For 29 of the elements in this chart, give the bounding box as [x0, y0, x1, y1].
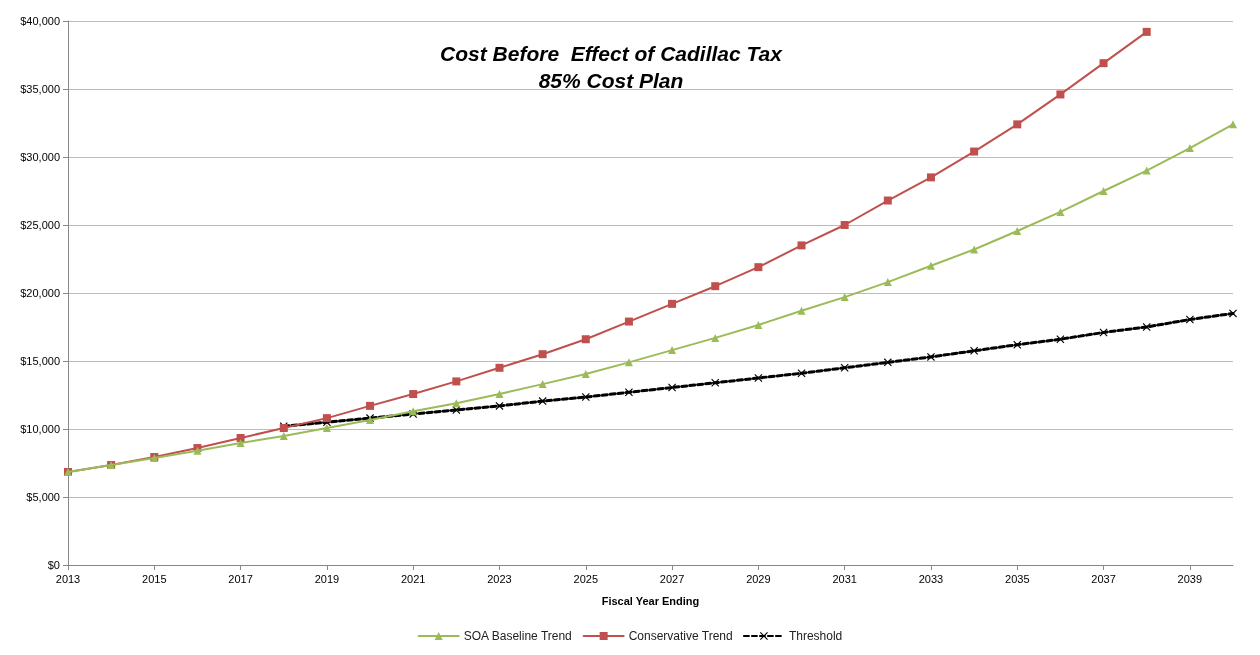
y-tick-label: $25,000: [20, 219, 60, 231]
y-tick-label: $40,000: [20, 15, 60, 27]
x-tick-label: 2029: [746, 572, 771, 585]
text: 85% Cost Plan: [538, 69, 684, 92]
x-tick-label: 2033: [918, 572, 944, 585]
x-tick-label: 2017: [228, 572, 253, 585]
y-tick-label: $15,000: [20, 355, 60, 367]
x-tick-label: 2037: [1091, 572, 1116, 585]
text: Cost Before Effect of Cadillac Tax: [440, 42, 784, 65]
legend-label: Threshold: [788, 629, 843, 643]
x-axis-title: Fiscal Year Ending: [601, 594, 700, 607]
x-tick-label: 2013: [55, 572, 81, 585]
y-tick-label: $10,000: [20, 423, 60, 435]
legend-label: SOA Baseline Trend: [463, 629, 572, 643]
y-tick-label: $30,000: [20, 151, 60, 163]
x-tick-label: 2035: [1005, 572, 1030, 585]
x-tick-label: 2027: [659, 572, 685, 585]
legend-label: Conservative Trend: [628, 629, 733, 643]
y-tick-label: $5,000: [26, 491, 60, 503]
x-tick-label: 2031: [832, 572, 857, 585]
x-tick-label: 2023: [487, 572, 512, 585]
x-tick-label: 2025: [573, 572, 599, 585]
x-tick-label: 2039: [1177, 572, 1203, 585]
x-tick-label: 2021: [400, 572, 426, 585]
y-tick-label: $20,000: [20, 287, 60, 299]
x-tick-label: 2015: [142, 572, 167, 585]
x-tick-label: 2019: [314, 572, 340, 585]
y-tick-label: $35,000: [20, 83, 60, 95]
y-tick-label: $0: [47, 559, 60, 571]
